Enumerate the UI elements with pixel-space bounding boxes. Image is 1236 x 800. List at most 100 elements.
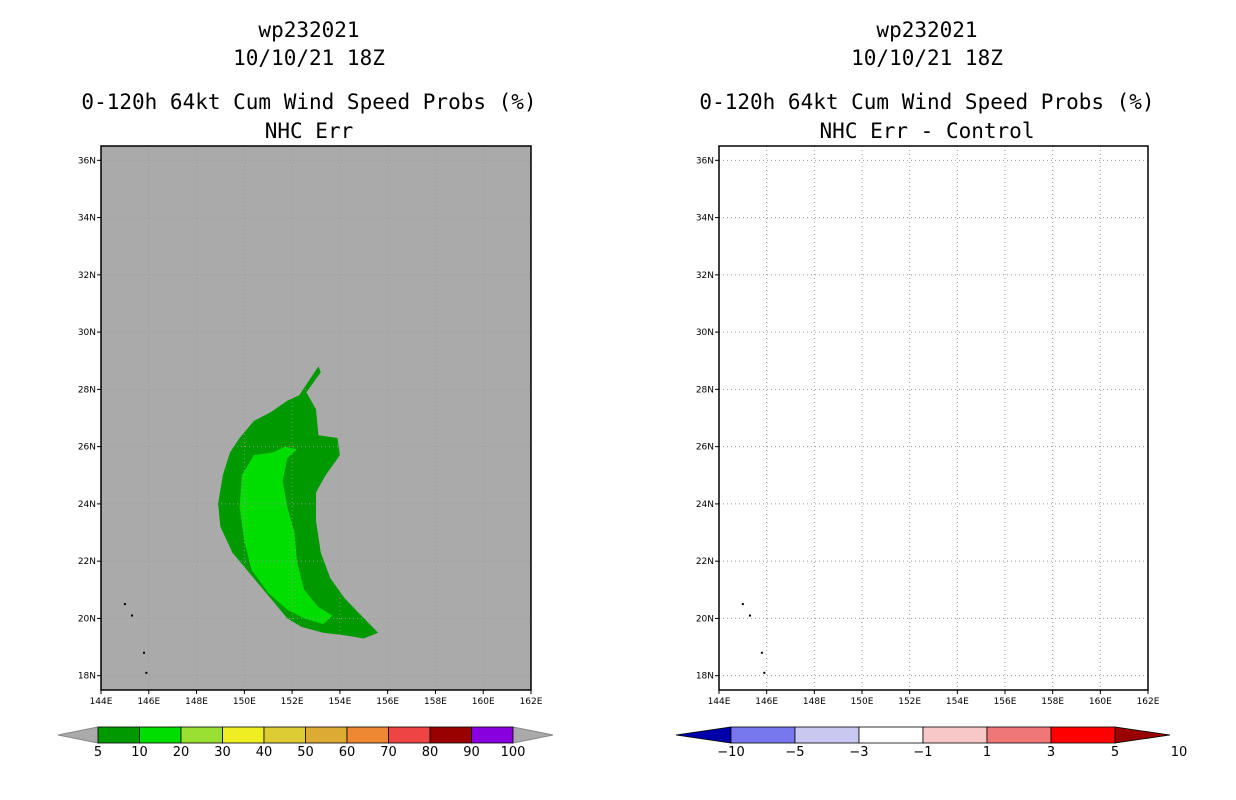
colorbar-swatch: [97, 726, 140, 744]
y-tick-label: 36N: [696, 156, 714, 166]
plot-frame: [718, 145, 1149, 691]
colorbar-swatch: [471, 726, 514, 744]
y-tick-label: 18N: [696, 672, 714, 682]
colorbar-swatch: [346, 726, 389, 744]
storm-id-title: wp232021: [258, 18, 360, 42]
colorbar-over-triangle: [512, 726, 554, 744]
colorbar-swatch: [429, 726, 472, 744]
plot-background: [719, 146, 1148, 690]
island-mark: [143, 651, 145, 654]
y-tick-label: 36N: [78, 156, 96, 166]
colorbar-label: 1: [983, 745, 991, 760]
y-tick-label: 28N: [696, 385, 714, 395]
x-tick-label: 144E: [90, 697, 113, 707]
colorbar-label: 10: [1171, 745, 1188, 760]
colorbar-label: 40: [256, 745, 273, 760]
x-tick-label: 156E: [376, 697, 399, 707]
chart-title: 0-120h 64kt Cum Wind Speed Probs (%): [699, 90, 1155, 114]
colorbar-label: −5: [785, 745, 804, 760]
storm-id-title: wp232021: [876, 18, 978, 42]
x-tick-label: 152E: [898, 697, 921, 707]
x-tick-label: 150E: [233, 697, 256, 707]
island-mark: [760, 651, 763, 654]
chart-subtitle: NHC Err: [264, 119, 354, 143]
colorbar-swatch: [794, 726, 860, 744]
date-title: 10/10/21 18Z: [233, 46, 385, 70]
colorbar-label: −3: [849, 745, 868, 760]
colorbar-label: 20: [173, 745, 190, 760]
x-tick-label: 156E: [994, 697, 1017, 707]
x-tick-label: 146E: [137, 697, 160, 707]
x-tick-label: 148E: [803, 697, 826, 707]
colorbar-swatch: [858, 726, 924, 744]
x-tick-label: 158E: [424, 697, 447, 707]
plot-frame: [100, 145, 532, 691]
colorbar-label: 60: [339, 745, 356, 760]
colorbar-label: −1: [913, 745, 932, 760]
chart-title: 0-120h 64kt Cum Wind Speed Probs (%): [81, 90, 537, 114]
colorbar-label: 80: [422, 745, 439, 760]
colorbar-label: 10: [131, 745, 148, 760]
colorbar-label: 50: [297, 745, 314, 760]
colorbar-swatch: [388, 726, 431, 744]
island-mark: [145, 671, 148, 674]
colorbar-label: 30: [214, 745, 231, 760]
colorbar-under-triangle: [675, 726, 732, 744]
colorbar-label: 3: [1047, 745, 1055, 760]
colorbar-over-triangle: [1114, 726, 1171, 744]
chart-panel-0: 144E 146E 148E 150E 152E 154E 156E 158E 160E 162E…: [57, 145, 554, 760]
date-title: 10/10/21 18Z: [851, 46, 1003, 70]
colorbar-swatch: [986, 726, 1052, 744]
y-tick-label: 26N: [78, 443, 96, 453]
x-tick-label: 162E: [520, 697, 543, 707]
y-tick-label: 28N: [78, 385, 96, 395]
colorbar-1: −10 −5 −3 −1 1 3 5 10: [675, 726, 1188, 760]
y-tick-label: 18N: [78, 672, 96, 682]
x-tick-label: 154E: [328, 697, 351, 707]
colorbar-swatch: [305, 726, 348, 744]
x-tick-label: 148E: [185, 697, 208, 707]
y-tick-label: 22N: [78, 557, 96, 567]
colorbar-under-triangle: [57, 726, 99, 744]
y-tick-label: 30N: [78, 328, 96, 338]
colorbar-swatch: [263, 726, 306, 744]
chart-subtitle: NHC Err - Control: [819, 119, 1035, 143]
y-tick-label: 34N: [78, 214, 96, 224]
island-mark: [131, 614, 134, 617]
probability-contour-1: [239, 446, 333, 625]
island-mark: [741, 603, 744, 606]
x-tick-label: 152E: [281, 697, 304, 707]
x-tick-label: 144E: [708, 697, 731, 707]
island-mark: [123, 603, 126, 606]
x-tick-label: 150E: [851, 697, 874, 707]
colorbar-swatch: [1050, 726, 1116, 744]
x-tick-label: 158E: [1041, 697, 1064, 707]
colorbar-swatch: [922, 726, 988, 744]
x-tick-label: 160E: [1089, 697, 1112, 707]
colorbar-0: 5 10 20 30 40 50 60 70 80 90 100: [57, 726, 554, 760]
chart-panel-1: 144E 146E 148E 150E 152E 154E 156E 158E 160E 162E…: [675, 145, 1188, 760]
colorbar-label: 5: [94, 745, 102, 760]
y-tick-label: 24N: [78, 500, 96, 510]
x-tick-label: 162E: [1137, 697, 1160, 707]
colorbar-label: −10: [717, 745, 744, 760]
colorbar-label: 90: [463, 745, 480, 760]
y-tick-label: 32N: [696, 271, 714, 281]
y-tick-label: 34N: [696, 214, 714, 224]
y-tick-label: 20N: [78, 614, 96, 624]
colorbar-swatch: [730, 726, 796, 744]
y-tick-label: 30N: [696, 328, 714, 338]
x-tick-label: 146E: [755, 697, 778, 707]
y-tick-label: 32N: [78, 271, 96, 281]
y-tick-label: 22N: [696, 557, 714, 567]
colorbar-label: 100: [501, 745, 526, 760]
colorbar-swatch: [180, 726, 223, 744]
colorbar-swatch: [222, 726, 265, 744]
x-tick-label: 160E: [472, 697, 495, 707]
y-tick-label: 26N: [696, 443, 714, 453]
x-tick-label: 154E: [946, 697, 969, 707]
colorbar-label: 70: [380, 745, 397, 760]
colorbar-label: 5: [1111, 745, 1119, 760]
y-tick-label: 24N: [696, 500, 714, 510]
